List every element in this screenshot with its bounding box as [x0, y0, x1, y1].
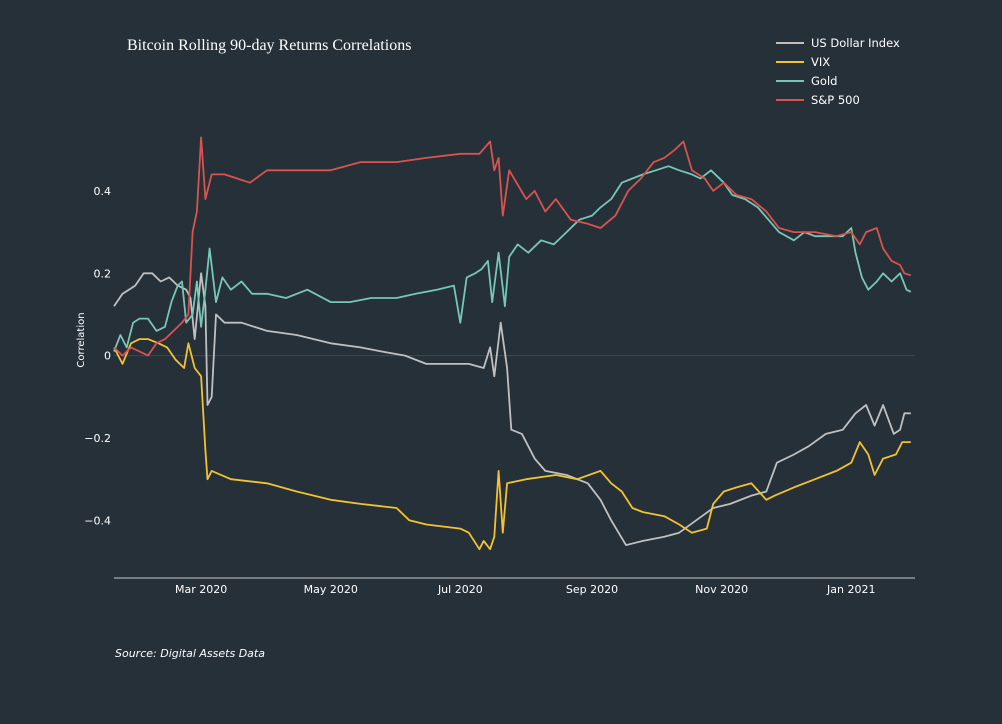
- legend-item-us-dollar-index[interactable]: US Dollar Index: [776, 36, 900, 50]
- series-line-gold: [113, 165, 912, 352]
- x-tick-label: Jan 2021: [826, 583, 875, 596]
- chart-title: Bitcoin Rolling 90-day Returns Correlati…: [127, 37, 411, 54]
- y-axis-label: Correlation: [76, 312, 87, 367]
- legend-label: Gold: [811, 74, 837, 88]
- y-tick-label: 0: [104, 350, 111, 363]
- series-line-vix: [113, 338, 911, 551]
- legend-label: S&P 500: [811, 93, 860, 107]
- legend-label: US Dollar Index: [811, 36, 900, 50]
- legend[interactable]: US Dollar Index VIX Gold S&P 500: [776, 36, 900, 107]
- x-axis-ticks: Mar 2020 May 2020 Jul 2020 Sep 2020 Nov 2020…: [175, 583, 876, 596]
- legend-item-vix[interactable]: VIX: [776, 55, 830, 69]
- y-tick-label: −0.2: [84, 432, 111, 445]
- plot-area: 0.4 0.2 0 −0.2 −0.4 Mar 2020 May 2020 Jul 2020…: [84, 136, 915, 596]
- legend-item-gold[interactable]: Gold: [776, 74, 837, 88]
- series-line-s-p-500: [113, 136, 912, 357]
- x-tick-label: Sep 2020: [566, 583, 618, 596]
- legend-item-s-p-500[interactable]: S&P 500: [776, 93, 860, 107]
- source-note: Source: Digital Assets Data: [115, 647, 265, 660]
- y-tick-label: −0.4: [84, 514, 111, 527]
- legend-label: VIX: [811, 55, 830, 69]
- series-line-us-dollar-index: [113, 272, 911, 546]
- series-lines: [113, 136, 912, 551]
- x-tick-label: Mar 2020: [175, 583, 227, 596]
- y-tick-label: 0.4: [94, 185, 112, 198]
- x-tick-label: May 2020: [304, 583, 358, 596]
- x-tick-label: Jul 2020: [437, 583, 483, 596]
- x-tick-label: Nov 2020: [695, 583, 748, 596]
- y-axis-ticks: 0.4 0.2 0 −0.2 −0.4: [84, 185, 111, 527]
- y-tick-label: 0.2: [94, 267, 112, 280]
